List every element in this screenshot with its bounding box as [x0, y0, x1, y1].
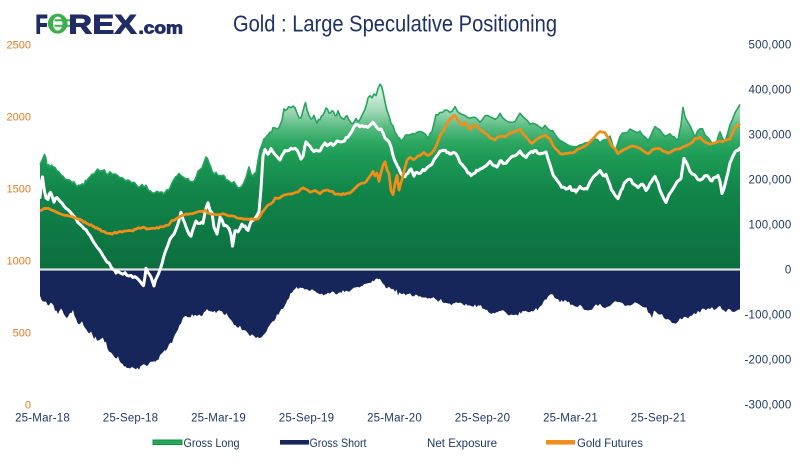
svg-text:25-Sep-20: 25-Sep-20	[455, 413, 511, 425]
svg-text:Net Exposure: Net Exposure	[427, 436, 497, 450]
svg-text:1500: 1500	[7, 184, 31, 196]
svg-text:-300,000: -300,000	[745, 400, 792, 412]
svg-text:Gold Futures: Gold Futures	[577, 436, 643, 450]
svg-text:300,000: 300,000	[749, 130, 792, 142]
svg-text:1000: 1000	[7, 256, 31, 268]
svg-text:-200,000: -200,000	[745, 355, 792, 367]
svg-text:25-Sep-21: 25-Sep-21	[631, 413, 687, 425]
svg-text:0: 0	[25, 400, 31, 412]
svg-text:100,000: 100,000	[749, 220, 792, 232]
svg-text:400,000: 400,000	[749, 85, 792, 97]
svg-text:0: 0	[785, 265, 792, 277]
svg-text:.com: .com	[139, 19, 184, 38]
svg-text:200,000: 200,000	[749, 175, 792, 187]
svg-text:500,000: 500,000	[749, 40, 792, 52]
svg-text:F: F	[36, 10, 49, 40]
svg-text:Gross Long: Gross Long	[184, 436, 240, 450]
svg-text:25-Sep-18: 25-Sep-18	[103, 413, 159, 425]
svg-text:-100,000: -100,000	[745, 310, 792, 322]
svg-text:25-Sep-19: 25-Sep-19	[279, 413, 335, 425]
svg-text:REX: REX	[69, 10, 138, 40]
svg-text:Gross Short: Gross Short	[310, 436, 368, 450]
svg-text:25-Mar-20: 25-Mar-20	[367, 413, 422, 425]
svg-text:25-Mar-19: 25-Mar-19	[191, 413, 246, 425]
svg-text:25-Mar-21: 25-Mar-21	[543, 413, 598, 425]
svg-text:2000: 2000	[7, 112, 31, 124]
svg-text:2500: 2500	[7, 40, 31, 52]
svg-text:500: 500	[13, 328, 31, 340]
svg-text:Gold : Large Speculative Posit: Gold : Large Speculative Positioning	[233, 11, 557, 37]
svg-text:25-Mar-18: 25-Mar-18	[15, 413, 70, 425]
